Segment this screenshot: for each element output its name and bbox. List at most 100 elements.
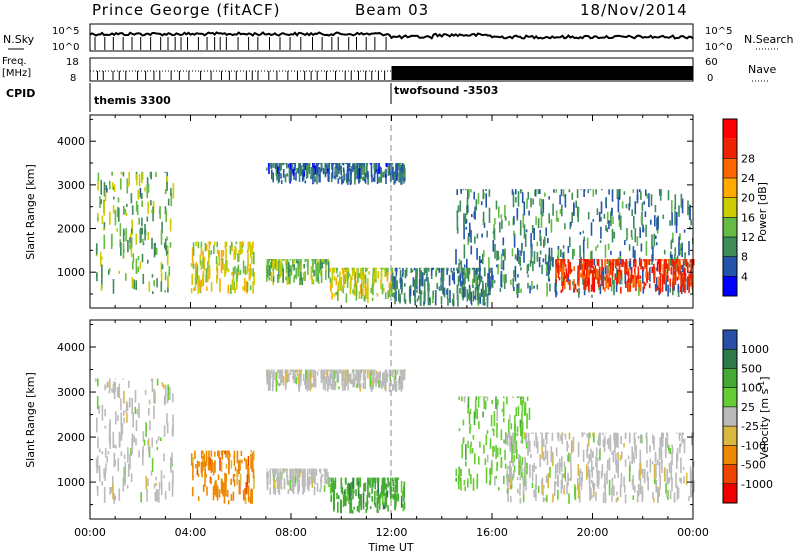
heatmap-cell — [367, 486, 369, 498]
heatmap-cell — [288, 175, 291, 182]
heatmap-cell — [617, 496, 619, 501]
heatmap-cell — [440, 296, 443, 305]
heatmap-cell — [604, 259, 606, 262]
heatmap-cell — [239, 473, 242, 486]
heatmap-cell — [282, 268, 284, 283]
heatmap-cell — [146, 216, 149, 222]
heatmap-cell — [634, 272, 636, 288]
heatmap-cell — [323, 485, 326, 492]
heatmap-cell — [399, 384, 401, 391]
heatmap-cell — [577, 483, 580, 499]
heatmap-cell — [210, 250, 213, 255]
heatmap-cell — [155, 171, 157, 177]
heatmap-cell — [604, 494, 607, 504]
nave-tick-top: 60 — [705, 57, 718, 68]
heatmap-cell — [401, 381, 404, 390]
heatmap-cell — [631, 446, 633, 459]
heatmap-cell — [364, 369, 367, 375]
heatmap-cell — [393, 174, 395, 181]
heatmap-cell — [120, 398, 122, 411]
heatmap-cell — [269, 468, 272, 485]
heatmap-cell — [319, 468, 322, 471]
heatmap-cell — [379, 166, 382, 175]
heatmap-cell — [242, 241, 244, 243]
heatmap-cell — [319, 488, 321, 493]
heatmap-cell — [323, 376, 326, 380]
date-label: 18/Nov/2014 — [580, 1, 688, 19]
heatmap-cell — [386, 477, 389, 481]
heatmap-cell — [617, 196, 620, 213]
heatmap-cell — [489, 290, 491, 295]
heatmap-cell — [597, 435, 600, 446]
heatmap-cell — [644, 260, 646, 269]
heatmap-cell — [191, 486, 194, 497]
heatmap-cell — [516, 449, 518, 459]
heatmap-cell — [639, 478, 642, 495]
heatmap-cell — [351, 509, 354, 514]
heatmap-cell — [126, 203, 128, 207]
heatmap-cell — [504, 248, 506, 261]
heatmap-cell — [653, 498, 655, 503]
heatmap-cell — [130, 242, 133, 257]
heatmap-cell — [157, 436, 160, 441]
heatmap-cell — [513, 454, 515, 462]
heatmap-cell — [327, 163, 329, 169]
heatmap-cell — [295, 468, 298, 475]
heatmap-cell — [483, 444, 485, 454]
heatmap-cell — [251, 459, 253, 473]
y-tick-label: 2000 — [57, 223, 85, 236]
heatmap-cell — [267, 259, 270, 268]
heatmap-cell — [296, 168, 298, 174]
heatmap-cell — [326, 369, 329, 379]
heatmap-cell — [345, 293, 348, 303]
heatmap-cell — [120, 171, 123, 175]
heatmap-cell — [324, 473, 327, 484]
heatmap-cell — [278, 265, 280, 278]
heatmap-cell — [97, 378, 99, 387]
heatmap-cell — [239, 270, 242, 275]
heatmap-cell — [518, 250, 520, 264]
heatmap-cell — [147, 231, 150, 240]
heatmap-cell — [507, 432, 510, 438]
heatmap-cell — [195, 241, 197, 247]
heatmap-cell — [230, 284, 232, 294]
heatmap-cell — [498, 487, 500, 491]
heatmap-cell — [359, 494, 361, 507]
heatmap-cell — [597, 259, 600, 267]
heatmap-cell — [401, 164, 403, 178]
heatmap-cell — [605, 283, 607, 289]
heatmap-cell — [461, 292, 464, 298]
heatmap-cell — [163, 475, 165, 479]
heatmap-cell — [533, 251, 536, 264]
heatmap-cell — [333, 175, 336, 179]
heatmap-cell — [112, 182, 114, 189]
heatmap-cell — [384, 170, 386, 174]
heatmap-cell — [474, 453, 476, 465]
heatmap-cell — [124, 461, 127, 476]
heatmap-cell — [671, 477, 673, 491]
heatmap-cell — [392, 279, 395, 290]
heatmap-cell — [131, 205, 134, 215]
heatmap-cell — [522, 482, 525, 495]
heatmap-cell — [535, 466, 537, 469]
heatmap-cell — [305, 369, 307, 380]
heatmap-cell — [480, 259, 482, 264]
heatmap-cell — [508, 419, 510, 434]
heatmap-cell — [226, 450, 229, 455]
heatmap-cell — [679, 477, 681, 482]
heatmap-cell — [212, 486, 215, 501]
heatmap-cell — [385, 483, 388, 491]
heatmap-cell — [389, 282, 391, 298]
heatmap-cell — [586, 433, 588, 437]
heatmap-cell — [683, 259, 685, 261]
heatmap-cell — [680, 443, 682, 447]
heatmap-cell — [330, 172, 333, 183]
heatmap-cell — [366, 495, 368, 510]
heatmap-cell — [153, 405, 155, 420]
heatmap-cell — [557, 432, 560, 442]
heatmap-cell — [609, 277, 612, 287]
heatmap-cell — [575, 200, 577, 208]
heatmap-cell — [484, 302, 486, 306]
heatmap-cell — [283, 478, 286, 490]
nsearch-tick-bottom: 10^0 — [705, 42, 732, 53]
